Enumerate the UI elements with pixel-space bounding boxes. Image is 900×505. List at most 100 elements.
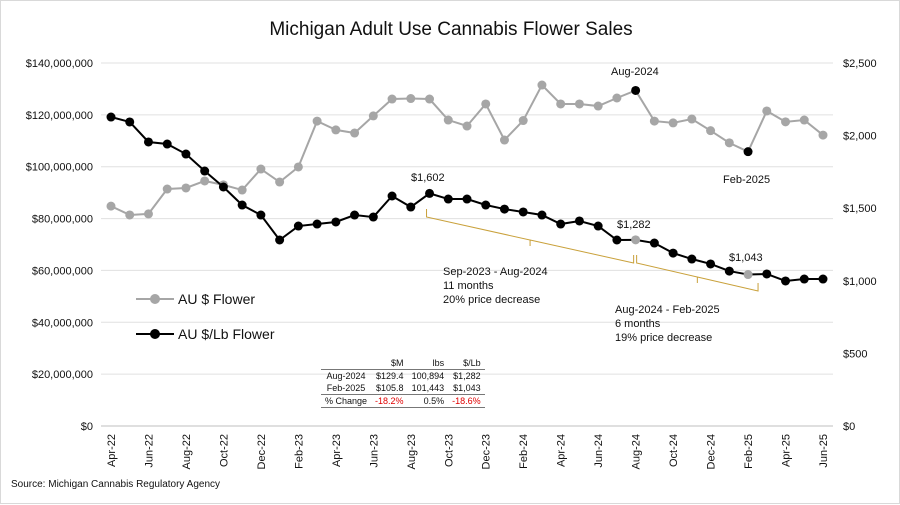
data-point [387,191,397,201]
x-tick-label: Oct-23 [443,434,455,467]
brace-aug24-feb25 [636,255,759,292]
x-tick-label: Apr-24 [556,434,568,467]
legend-label: AU $/Lb Flower [178,326,275,342]
data-point [762,106,772,116]
data-point [649,238,659,248]
legend-item-per-lb-flower: AU $/Lb Flower [136,326,274,342]
data-point [331,125,341,135]
y-left-tick-label: $80,000,000 [32,214,93,226]
data-point [687,254,697,264]
table-cell: 101,443 [411,383,445,393]
data-point [125,117,135,127]
data-point [668,118,678,128]
x-tick-label: Aug-23 [406,434,418,469]
data-point [781,276,791,286]
table-cell: $1,282 [453,371,481,381]
y-left-tick-label: $0 [81,421,93,433]
data-point [443,194,453,204]
table-cell: $1,043 [453,383,481,393]
x-tick-label: Feb-25 [743,434,755,469]
brace1-text: Sep-2023 - Aug-2024 11 months 20% price … [443,265,548,307]
x-tick-label: Jun-22 [143,434,155,468]
x-tick-label: Jun-24 [593,434,605,468]
x-tick-label: Jun-23 [368,434,380,468]
annotation-aug-2024: Aug-2024 [611,66,659,78]
data-point [125,210,135,220]
label-1043: $1,043 [729,252,763,264]
data-point [706,259,716,269]
data-point [668,248,678,258]
table-cell: % Change [321,394,372,408]
y-right-tick-label: $2,500 [843,58,877,70]
data-point [425,94,435,104]
data-point [818,130,828,140]
x-tick-label: Apr-23 [331,434,343,467]
table-row: Feb-2025 $105.8 101,443 $1,043 [321,382,485,395]
data-point [143,137,153,147]
data-point [537,80,547,90]
table-header: $/Lb [448,357,485,370]
y-right-tick-label: $0 [843,421,855,433]
legend-swatch-black [136,329,174,339]
x-tick-label: Aug-24 [631,434,643,469]
brace2-range: Aug-2024 - Feb-2025 [615,304,720,316]
data-point [593,101,603,111]
y-left-tick-label: $40,000,000 [32,317,93,329]
data-point [425,188,435,198]
data-point [350,128,360,138]
data-point [368,212,378,222]
data-point [556,219,566,229]
data-point [762,269,772,279]
data-point [593,221,603,231]
data-point [631,85,641,95]
table-cell: -18.6% [448,394,485,408]
brace1-decrease: 20% price decrease [443,294,541,306]
data-point [256,164,266,174]
data-point [237,185,247,195]
data-point [481,99,491,109]
data-point [724,138,734,148]
y-left-tick-label: $20,000,000 [32,369,93,381]
y-right-tick-label: $500 [843,348,867,360]
data-point [275,235,285,245]
label-1602: $1,602 [411,172,445,184]
data-point [724,266,734,276]
data-point [537,210,547,220]
data-point [706,126,716,136]
data-point [106,112,116,122]
y-right-tick-label: $2,000 [843,131,877,143]
data-point [312,219,322,229]
x-tick-label: Dec-22 [256,434,268,469]
data-point [649,116,659,126]
data-point [612,93,622,103]
data-point [200,166,210,176]
label-1282: $1,282 [617,219,651,231]
table-header: lbs [407,357,449,370]
brace2-decrease: 19% price decrease [615,332,713,344]
data-point [331,217,341,227]
data-point [743,147,753,157]
x-tick-label: Oct-24 [668,434,680,467]
data-point [481,200,491,210]
data-point [631,235,641,245]
data-point [143,209,153,219]
data-point [275,177,285,187]
source-note: Source: Michigan Cannabis Regulatory Age… [11,479,221,490]
data-point [781,117,791,127]
data-point [181,149,191,159]
data-point [162,139,172,149]
table-cell: 100,894 [411,371,445,381]
table-row: Aug-2024 $129.4 100,894 $1,282 [321,370,485,383]
brace2-text: Aug-2024 - Feb-2025 6 months 19% price d… [615,303,720,345]
table-cell: $129.4 [376,371,404,381]
data-point [462,194,472,204]
y-left-tick-label: $120,000,000 [26,110,93,122]
x-tick-label: Oct-22 [218,434,230,467]
data-point [350,210,360,220]
brace1-months: 11 months [443,280,494,292]
table-cell: $105.8 [376,383,404,393]
table-cell: Feb-2025 [326,383,366,393]
data-point [106,201,116,211]
data-point [574,216,584,226]
